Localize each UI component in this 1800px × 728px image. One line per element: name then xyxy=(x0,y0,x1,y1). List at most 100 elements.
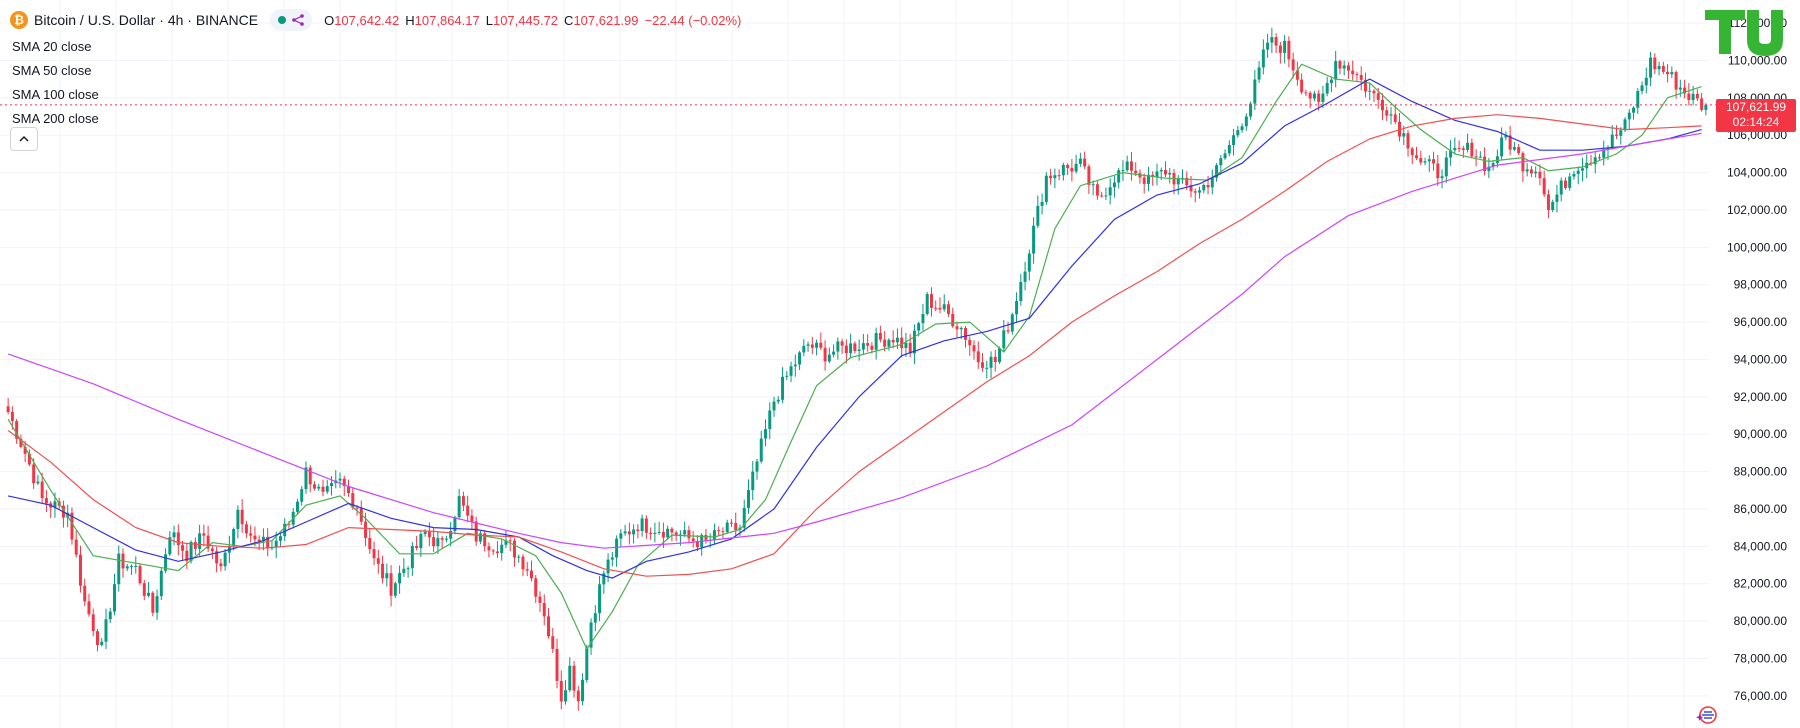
candle-body xyxy=(734,523,738,531)
candle-body xyxy=(632,529,636,535)
candle xyxy=(768,402,772,440)
candle-body xyxy=(381,563,385,579)
candle-body xyxy=(1249,103,1253,117)
collapse-legend-button[interactable] xyxy=(10,127,38,151)
candle-body xyxy=(1461,148,1465,150)
candle xyxy=(1555,184,1559,213)
indicator-sma50[interactable]: SMA 50 close xyxy=(12,63,92,78)
candle xyxy=(942,294,946,312)
candle-body xyxy=(1070,168,1074,172)
candle xyxy=(810,336,814,355)
candle xyxy=(798,350,802,370)
candle xyxy=(564,680,568,705)
candle-body xyxy=(636,529,640,532)
candle-body xyxy=(1474,156,1478,158)
assistant-icon[interactable] xyxy=(1696,703,1718,725)
candle xyxy=(695,535,699,552)
candle-body xyxy=(1593,157,1597,165)
candle-body xyxy=(36,481,40,484)
candle xyxy=(44,490,48,512)
candle-body xyxy=(355,507,359,509)
candle-body xyxy=(402,568,406,573)
bitcoin-icon: ₿ xyxy=(10,11,28,29)
candle xyxy=(849,333,853,359)
share-icon[interactable] xyxy=(292,14,304,26)
candle-body xyxy=(1206,185,1210,188)
candle-body xyxy=(853,343,857,352)
candle-body xyxy=(1159,170,1163,172)
candle-body xyxy=(925,294,929,315)
candle-body xyxy=(547,616,551,637)
candle-body xyxy=(1393,114,1397,122)
candle-body xyxy=(521,556,525,570)
candle xyxy=(1215,163,1219,182)
candle-body xyxy=(985,367,989,369)
candle xyxy=(1338,59,1342,75)
candle xyxy=(993,349,997,372)
candle-body xyxy=(1568,176,1572,188)
candle-body xyxy=(1534,171,1538,174)
candle-body xyxy=(1466,142,1470,150)
candle-body xyxy=(1198,190,1202,193)
candle-body xyxy=(338,478,342,481)
y-tick-label: 88,000.00 xyxy=(1734,465,1788,479)
candle-body xyxy=(1529,169,1533,174)
candle-body xyxy=(1687,93,1691,101)
candle xyxy=(1223,149,1227,160)
candle-body xyxy=(125,566,129,569)
candle xyxy=(1083,151,1087,169)
candle xyxy=(74,530,78,558)
candle-body xyxy=(942,304,946,310)
candle xyxy=(240,499,244,533)
candle-body xyxy=(444,538,448,540)
candle xyxy=(1534,166,1538,178)
candle-body xyxy=(91,614,95,632)
candle xyxy=(436,531,440,554)
candle-body xyxy=(1495,156,1499,164)
candle xyxy=(147,582,151,598)
candle xyxy=(764,419,768,447)
candle xyxy=(1321,85,1325,109)
candle xyxy=(1346,62,1350,79)
candle-body xyxy=(1423,161,1427,163)
candle-body xyxy=(351,493,355,508)
candle xyxy=(1057,169,1061,181)
candle xyxy=(568,657,572,692)
candle xyxy=(1653,53,1657,74)
indicator-sma100[interactable]: SMA 100 close xyxy=(12,87,99,102)
indicator-sma200[interactable]: SMA 200 close xyxy=(12,111,99,126)
candle xyxy=(598,576,602,622)
candle-body xyxy=(1381,99,1384,111)
candle-body xyxy=(398,572,402,584)
market-status-pill[interactable] xyxy=(270,9,313,31)
candle-body xyxy=(410,546,414,569)
candle xyxy=(1329,76,1333,92)
candle-body xyxy=(304,467,308,490)
candle xyxy=(870,342,874,354)
candle-body xyxy=(1632,107,1636,113)
symbol-title[interactable]: Bitcoin / U.S. Dollar · 4h · BINANCE xyxy=(34,12,259,28)
y-tick-label: 100,000.00 xyxy=(1727,240,1787,254)
candle xyxy=(164,548,168,574)
candle-body xyxy=(317,486,321,489)
candle-body xyxy=(10,411,14,422)
indicator-sma20[interactable]: SMA 20 close xyxy=(12,39,92,54)
candle-body xyxy=(159,570,163,597)
candle-body xyxy=(615,538,619,558)
candle xyxy=(674,530,678,542)
candle xyxy=(1100,192,1104,198)
candle xyxy=(155,589,159,620)
candle xyxy=(321,479,325,497)
candle xyxy=(504,530,508,549)
candle xyxy=(1066,163,1070,175)
candle xyxy=(219,558,223,572)
candle xyxy=(555,638,559,689)
candle-body xyxy=(385,573,389,579)
y-tick-label: 80,000.00 xyxy=(1734,614,1788,628)
candle-body xyxy=(342,478,346,487)
candle-body xyxy=(257,539,261,542)
candle xyxy=(1538,164,1542,186)
candle-body xyxy=(142,583,146,596)
y-tick-label: 96,000.00 xyxy=(1734,315,1788,329)
